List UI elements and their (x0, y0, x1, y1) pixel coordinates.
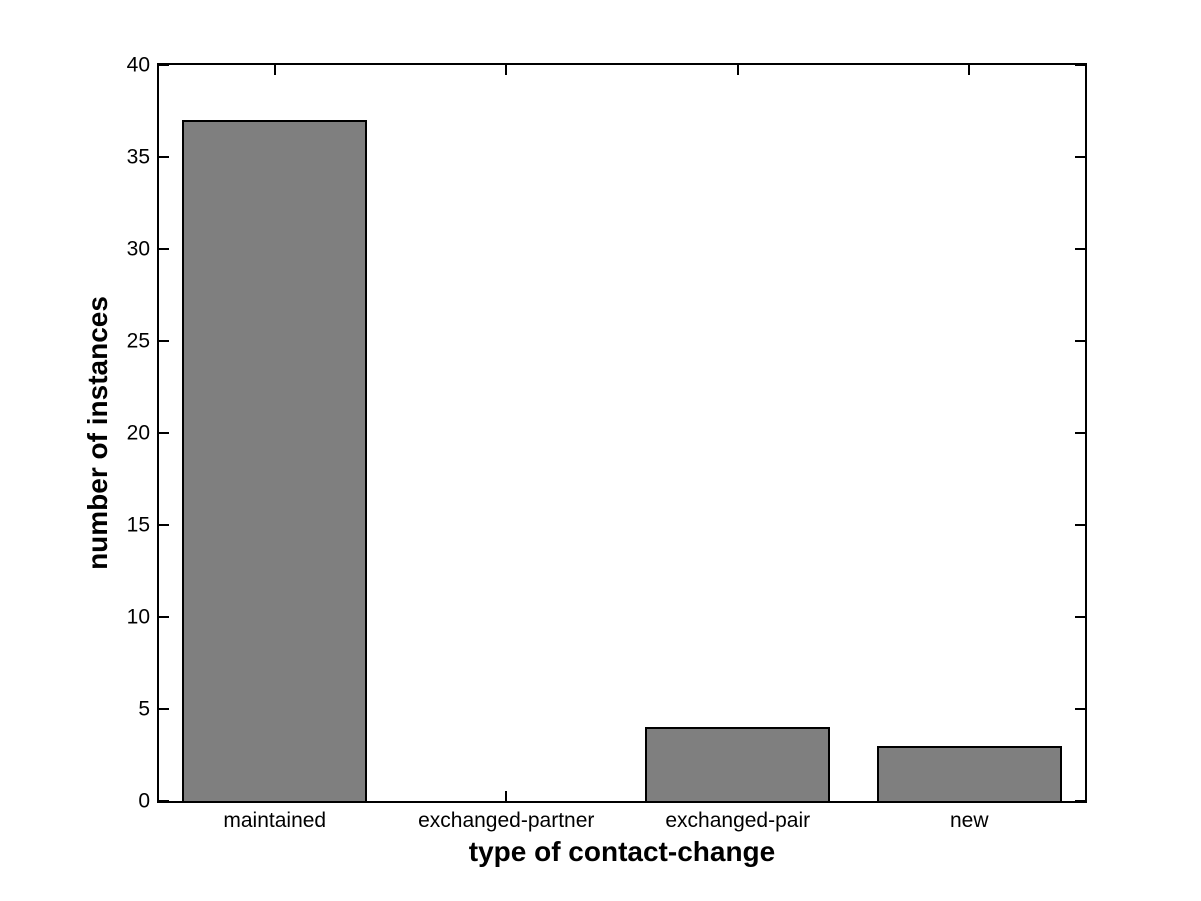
x-tick-mark-top (505, 65, 508, 75)
y-tick-mark-right (1075, 524, 1085, 526)
y-tick-label: 40 (126, 53, 150, 77)
bar-exchanged-pair (645, 727, 831, 801)
y-tick-mark-right (1075, 340, 1085, 342)
y-tick-label: 10 (126, 605, 150, 629)
y-tick-label: 30 (126, 237, 150, 261)
y-tick-label: 5 (138, 697, 150, 721)
x-tick-mark-top (736, 65, 739, 75)
x-tick-label: exchanged-partner (418, 809, 595, 832)
x-tick-label: maintained (223, 809, 327, 832)
y-tick-label: 20 (126, 421, 150, 445)
y-tick-mark (159, 800, 169, 802)
y-axis-label: number of instances (82, 296, 113, 570)
x-tick-mark (505, 791, 508, 801)
y-tick-mark (159, 524, 169, 526)
y-tick-mark (159, 156, 169, 158)
y-tick-mark-right (1075, 432, 1085, 434)
x-tick-mark-top (968, 65, 971, 75)
x-tick-label: exchanged-pair (665, 809, 811, 832)
x-tick-label: new (949, 809, 989, 832)
x-axis-label: type of contact-change (468, 836, 776, 867)
y-tick-mark-right (1075, 616, 1085, 618)
y-tick-mark-right (1075, 156, 1085, 158)
y-tick-mark (159, 616, 169, 618)
y-tick-mark (159, 64, 169, 66)
y-tick-mark (159, 340, 169, 342)
y-tick-mark-right (1075, 800, 1085, 802)
y-tick-label: 0 (138, 789, 150, 813)
y-tick-mark (159, 248, 169, 250)
bar-maintained (182, 120, 368, 801)
bar-new (876, 745, 1062, 801)
y-tick-label: 35 (126, 145, 150, 169)
y-tick-mark (159, 432, 169, 434)
x-tick-mark-top (273, 65, 276, 75)
plot-area (157, 63, 1087, 803)
y-tick-mark-right (1075, 708, 1085, 710)
y-tick-label: 15 (126, 513, 150, 537)
y-tick-label: 25 (126, 329, 150, 353)
y-tick-mark-right (1075, 64, 1085, 66)
y-tick-mark (159, 708, 169, 710)
y-tick-mark-right (1075, 248, 1085, 250)
